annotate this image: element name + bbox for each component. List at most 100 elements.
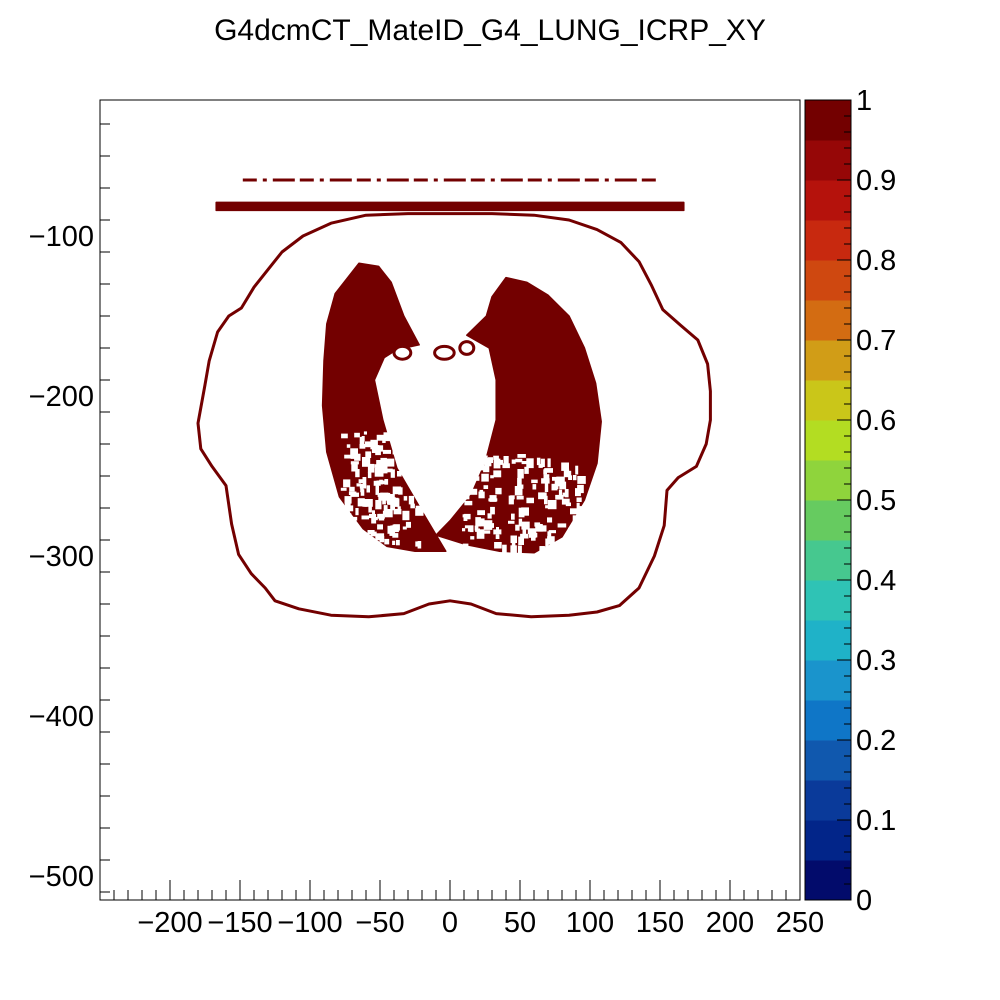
speckle-cell xyxy=(536,457,541,466)
speckle-cell xyxy=(345,513,352,520)
speckle-cell xyxy=(572,475,577,481)
speckle-cell xyxy=(576,502,580,512)
speckle-cell xyxy=(575,465,579,475)
speckle-cell xyxy=(365,451,372,458)
speckle-cell xyxy=(508,520,515,524)
speckle-cell xyxy=(346,444,351,448)
speckle-cell xyxy=(532,484,537,490)
speckle-cell xyxy=(341,433,348,439)
speckle-cell xyxy=(520,533,529,539)
colorbar-segment xyxy=(805,340,851,381)
speckle-cell xyxy=(396,540,400,546)
speckle-cell xyxy=(371,445,380,453)
speckle-cell xyxy=(372,510,375,517)
speckle-cell xyxy=(576,497,582,502)
speckle-cell xyxy=(379,464,388,474)
speckle-cell xyxy=(498,459,503,465)
colorbar-segment xyxy=(805,700,851,741)
speckle-cell xyxy=(561,462,569,471)
speckle-cell xyxy=(352,523,358,530)
speckle-cell xyxy=(349,505,354,512)
speckle-cell xyxy=(397,471,402,477)
speckle-cell xyxy=(391,498,400,507)
speckle-cell xyxy=(510,545,517,554)
speckle-cell xyxy=(364,499,373,507)
speckle-cell xyxy=(558,489,563,497)
speckle-cell xyxy=(417,541,422,549)
speckle-cell xyxy=(402,510,410,521)
speckle-cell xyxy=(405,432,414,438)
speckle-cell xyxy=(524,466,529,474)
speckle-cell xyxy=(517,545,522,555)
speckle-cell xyxy=(462,528,466,532)
speckle-cell xyxy=(545,538,549,548)
speckle-cell xyxy=(390,500,395,511)
speckle-cell xyxy=(340,487,347,491)
speckle-cell xyxy=(511,540,516,550)
speckle-cell xyxy=(380,492,389,501)
speckle-cell xyxy=(575,529,580,533)
speckle-cell xyxy=(493,470,502,478)
speckle-cell xyxy=(544,495,548,505)
speckle-cell xyxy=(471,476,480,481)
speckle-cell xyxy=(483,465,490,473)
speckle-cell xyxy=(495,487,502,495)
speckle-cell xyxy=(354,537,358,541)
speckle-cell xyxy=(577,476,586,484)
speckle-cell xyxy=(490,475,494,479)
speckle-cell xyxy=(543,474,550,481)
speckle-cell xyxy=(508,495,514,505)
speckle-cell xyxy=(521,521,530,530)
speckle-cell xyxy=(564,489,569,498)
speckle-cell xyxy=(406,436,413,443)
speckle-cell xyxy=(493,458,501,469)
speckle-cell xyxy=(564,534,569,539)
speckle-cell xyxy=(518,518,523,527)
speckle-cell xyxy=(570,508,578,515)
speckle-cell xyxy=(361,515,369,520)
speckle-cell xyxy=(568,527,577,537)
speckle-cell xyxy=(538,492,547,500)
speckle-cell xyxy=(577,484,584,494)
speckle-cell xyxy=(557,523,567,528)
colorbar-tick-label: 0.7 xyxy=(856,325,896,357)
colorbar-segment xyxy=(805,740,851,781)
speckle-cell xyxy=(477,522,485,526)
speckle-cell xyxy=(351,540,359,550)
speckle-cell xyxy=(348,491,357,495)
speckle-cell xyxy=(392,445,397,455)
speckle-cell xyxy=(547,517,553,523)
speckle-cell xyxy=(463,467,469,477)
speckle-cell xyxy=(392,533,399,538)
speckle-cell xyxy=(561,543,565,554)
colorbar-segment xyxy=(805,300,851,341)
speckle-cell xyxy=(563,468,570,478)
speckle-cell xyxy=(540,458,545,467)
colorbar-tick-label: 0.9 xyxy=(856,165,896,197)
speckle-cell xyxy=(481,473,489,482)
speckle-cell xyxy=(554,477,558,485)
speckle-cell xyxy=(544,468,553,473)
speckle-cell xyxy=(406,459,414,467)
colorbar-segment xyxy=(805,420,851,461)
speckle-cell xyxy=(380,457,387,467)
speckle-cell xyxy=(539,546,546,552)
speckle-cell xyxy=(493,529,502,535)
x-tick-label: −150 xyxy=(207,907,272,939)
speckle-cell xyxy=(483,485,489,489)
y-tick-label: −100 xyxy=(29,221,94,253)
speckle-cell xyxy=(483,458,491,465)
speckle-cell xyxy=(369,513,374,519)
speckle-cell xyxy=(561,498,570,505)
region-left-lung xyxy=(321,262,447,552)
speckle-cell xyxy=(377,524,383,530)
speckle-cell xyxy=(360,489,365,496)
speckle-cell xyxy=(376,434,385,441)
speckle-cell xyxy=(398,487,403,495)
speckle-cell xyxy=(410,478,415,483)
speckle-cell xyxy=(467,527,472,532)
speckle-cell xyxy=(362,457,371,467)
colorbar-tick-label: 0.8 xyxy=(856,245,896,277)
region-body-contour xyxy=(196,212,712,619)
